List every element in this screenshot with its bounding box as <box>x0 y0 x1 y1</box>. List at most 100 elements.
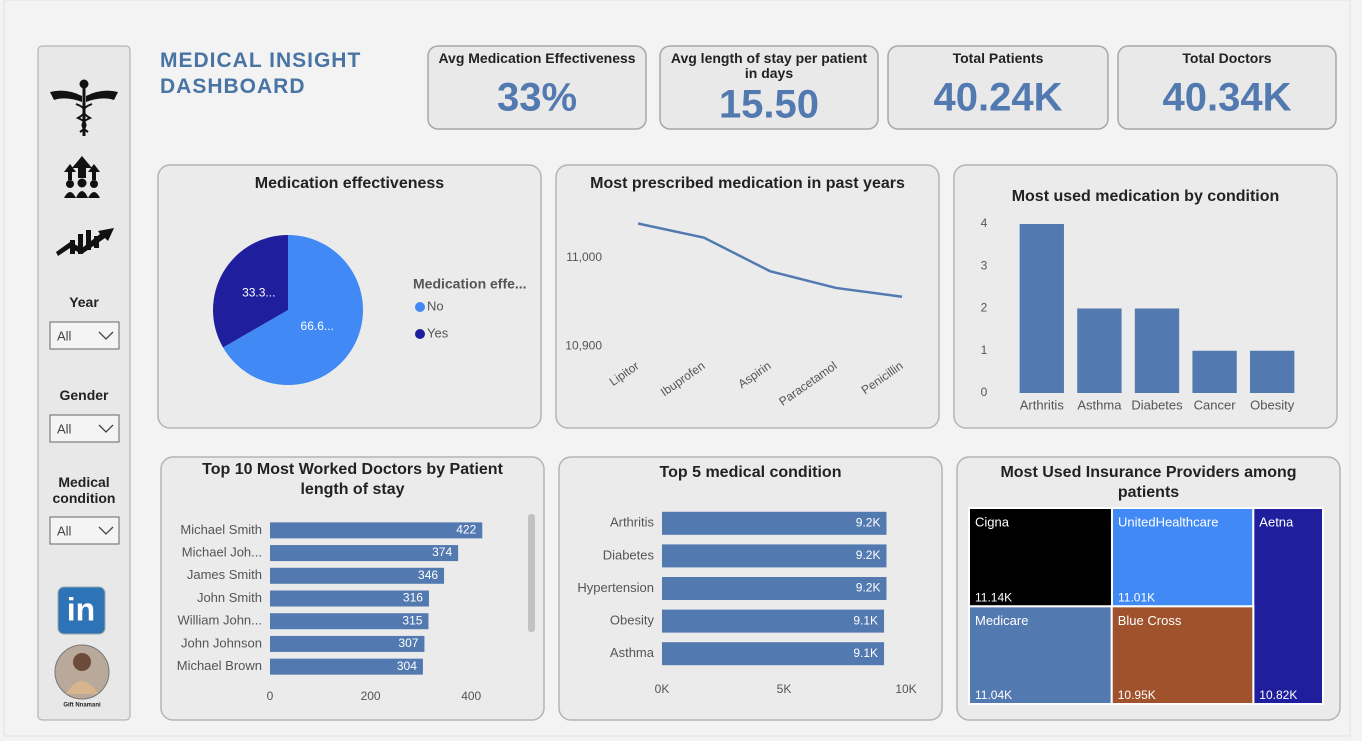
kpi-card <box>887 45 1109 130</box>
filter-label: Gender <box>59 387 109 403</box>
bar-value-label: 9.1K <box>853 613 878 627</box>
dropdown-chevron <box>98 424 114 433</box>
y-tick-label: 4 <box>981 216 988 230</box>
bar <box>662 511 887 535</box>
legend-label: No <box>427 298 444 313</box>
slice-label: 66.6... <box>301 319 334 333</box>
dropdown-chevron <box>98 526 114 535</box>
kpi-label: Avg length of stay per patient in days <box>670 51 868 81</box>
profile-photo <box>54 644 110 700</box>
dropdown-box <box>49 321 120 350</box>
chart-title-box: Most prescribed medication in past years <box>590 175 905 192</box>
kpi-label: Total Patients <box>952 51 1044 66</box>
legend-swatch <box>415 302 425 312</box>
kpi-value: 40.34K <box>1163 76 1292 120</box>
filter-label-box: Medical condition <box>52 474 116 506</box>
y-tick-label: John Johnson <box>181 635 262 650</box>
x-tick-label: Asthma <box>1077 397 1122 412</box>
y-tick-label: 3 <box>981 258 988 272</box>
bar-value-label: 9.2K <box>856 548 881 562</box>
tile-value: 11.01K <box>1118 591 1155 605</box>
treemap-tile <box>1110 605 1255 705</box>
filter-dropdown[interactable]: All <box>49 516 120 545</box>
line-series <box>637 222 903 299</box>
tile-label: Blue Cross <box>1118 613 1182 628</box>
caduceus-icon <box>50 79 118 136</box>
sidebar <box>37 45 131 721</box>
tile-value: 10.82K <box>1259 688 1297 702</box>
chart-title: Top 10 Most Worked Doctors by Patient le… <box>202 461 503 498</box>
x-tick-label: Cancer <box>1194 397 1237 412</box>
tile-label: UnitedHealthcare <box>1118 514 1218 529</box>
x-tick-label: 0 <box>267 689 274 703</box>
bar <box>270 545 459 562</box>
kpi-label: Avg Medication Effectiveness <box>438 51 636 66</box>
chart-title-box: Most Used Insurance Providers among pati… <box>1000 464 1297 501</box>
filter-label: Medical condition <box>52 474 116 506</box>
bar-value-label: 9.2K <box>856 581 881 595</box>
bar-value-label: 374 <box>432 545 452 559</box>
y-tick-label: William John... <box>177 613 262 628</box>
bar <box>662 642 885 666</box>
chart-title: Medication effectiveness <box>254 175 445 192</box>
filter-dropdown[interactable]: All <box>49 414 120 443</box>
x-tick-label: 10K <box>895 682 916 696</box>
bar-value-label: 9.1K <box>853 646 878 660</box>
chart-title: Most prescribed medication in past years <box>590 175 905 192</box>
filter-label-box: Gender <box>59 387 109 403</box>
bar <box>270 635 425 652</box>
dropdown-box <box>49 516 120 545</box>
kpi-card <box>1117 45 1337 130</box>
kpi-card <box>659 45 879 130</box>
y-tick-label: James Smith <box>187 567 262 582</box>
tile-label: Medicare <box>975 613 1028 628</box>
y-tick-label: 0 <box>981 385 988 399</box>
y-tick-label: 1 <box>981 343 988 357</box>
chart-title: Most Used Insurance Providers among pati… <box>1000 464 1297 501</box>
bar-value-label: 304 <box>397 659 417 673</box>
bar <box>270 658 423 675</box>
x-tick-label: Obesity <box>1250 397 1295 412</box>
filter-dropdown[interactable]: All <box>49 321 120 350</box>
bar <box>270 522 483 539</box>
bar <box>270 613 429 630</box>
dropdown-value: All <box>57 421 72 436</box>
chart-panel <box>555 164 940 429</box>
filter-label-box: Year <box>69 294 99 310</box>
bar-value-label: 422 <box>456 523 476 537</box>
kpi-label-box: Avg Medication Effectiveness <box>438 51 636 66</box>
y-tick-label: Diabetes <box>603 547 655 562</box>
bar <box>662 609 885 633</box>
legend-swatch <box>415 329 425 339</box>
pie-slice <box>223 235 363 385</box>
linkedin-logo <box>57 586 106 635</box>
y-tick-label: Obesity <box>610 613 655 628</box>
x-tick-label: Diabetes <box>1131 397 1183 412</box>
slice-label: 33.3... <box>242 285 275 299</box>
bar-value-label: 346 <box>418 568 438 582</box>
treemap-tile <box>1252 507 1324 705</box>
bar-value-label: 315 <box>402 613 422 627</box>
kpi-value: 33% <box>497 76 577 120</box>
y-tick-label: Arthritis <box>610 515 655 530</box>
kpi-card <box>427 45 647 130</box>
tile-value: 11.14K <box>975 591 1012 605</box>
y-tick-label: Michael Smith <box>180 522 262 537</box>
team-growth-icon <box>64 156 100 198</box>
chart-title-box: Most used medication by condition <box>1012 188 1280 205</box>
treemap-tile <box>968 605 1113 705</box>
bar-value-label: 307 <box>398 636 418 650</box>
y-tick-label: 10,900 <box>565 338 602 352</box>
kpi-label-box: Total Patients <box>952 51 1044 66</box>
y-tick-label: Asthma <box>610 645 655 660</box>
bar-value-label: 316 <box>403 591 423 605</box>
dropdown-box <box>49 414 120 443</box>
x-tick-label: 200 <box>361 689 381 703</box>
kpi-label-box: Avg length of stay per patient in days <box>670 51 868 81</box>
kpi-label-box: Total Doctors <box>1182 51 1271 66</box>
pie-slice <box>212 235 288 348</box>
y-tick-label: John Smith <box>197 590 262 605</box>
chart-title-box: Medication effectiveness <box>254 175 445 192</box>
